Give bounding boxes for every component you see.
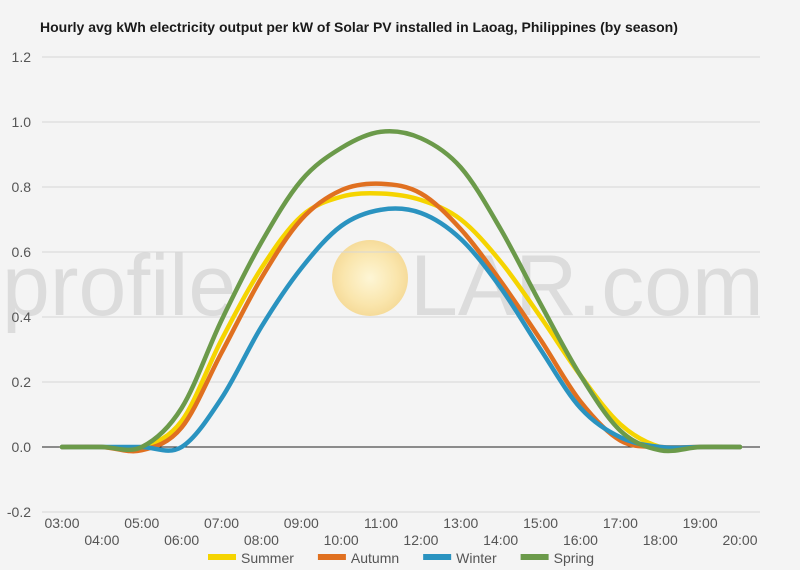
x-tick-label: 19:00	[683, 515, 718, 531]
x-tick-label: 06:00	[164, 532, 199, 548]
chart-title: Hourly avg kWh electricity output per kW…	[40, 19, 678, 35]
y-tick-label: -0.2	[7, 504, 31, 520]
legend: Summer Autumn Winter Spring	[208, 550, 594, 566]
series-line-summer	[59, 190, 743, 452]
x-tick-label: 03:00	[44, 515, 79, 531]
legend-swatch-autumn	[317, 554, 346, 560]
y-tick-label: 0.4	[12, 309, 32, 325]
x-tick-label: 20:00	[722, 532, 757, 548]
series-line-spring	[59, 128, 743, 454]
x-axis-ticks: 03:00 04:00 05:00 06:00 07:00 08:00 09:00 10:00…	[44, 515, 757, 548]
legend-label-autumn: Autumn	[351, 550, 399, 566]
series-line-autumn	[59, 181, 743, 454]
y-axis-ticks: 1.2 1.0 0.8 0.6 0.4 0.2 0.0 -0.2	[7, 49, 31, 520]
x-tick-label: 10:00	[324, 532, 359, 548]
legend-label-winter: Winter	[456, 550, 497, 566]
x-tick-label: 07:00	[204, 515, 239, 531]
x-tick-label: 13:00	[443, 515, 478, 531]
y-tick-label: 0.6	[12, 244, 32, 260]
legend-label-summer: Summer	[241, 550, 294, 566]
x-tick-label: 15:00	[523, 515, 558, 531]
x-tick-label: 16:00	[563, 532, 598, 548]
legend-label-spring: Spring	[554, 550, 594, 566]
y-tick-label: 0.0	[12, 439, 32, 455]
y-tick-label: 1.0	[12, 114, 32, 130]
x-tick-label: 09:00	[284, 515, 319, 531]
x-tick-label: 05:00	[124, 515, 159, 531]
x-tick-label: 18:00	[643, 532, 678, 548]
x-tick-label: 04:00	[84, 532, 119, 548]
sun-icon	[332, 240, 408, 316]
series-line-winter	[59, 206, 743, 453]
watermark-text-right: LAR.com	[410, 238, 764, 334]
legend-swatch-spring	[520, 554, 549, 560]
x-tick-label: 11:00	[364, 515, 398, 531]
watermark-text-left: profile	[2, 238, 236, 334]
grid	[42, 56, 760, 513]
y-tick-label: 0.8	[12, 179, 32, 195]
x-tick-label: 12:00	[403, 532, 438, 548]
y-tick-label: 1.2	[12, 49, 32, 65]
watermark: profile LAR.com	[2, 238, 764, 334]
legend-swatch-winter	[423, 554, 452, 560]
x-tick-label: 17:00	[603, 515, 638, 531]
series-lines	[59, 128, 743, 454]
y-tick-label: 0.2	[12, 374, 32, 390]
x-tick-label: 08:00	[244, 532, 279, 548]
x-tick-label: 14:00	[483, 532, 518, 548]
legend-swatch-summer	[208, 554, 236, 560]
